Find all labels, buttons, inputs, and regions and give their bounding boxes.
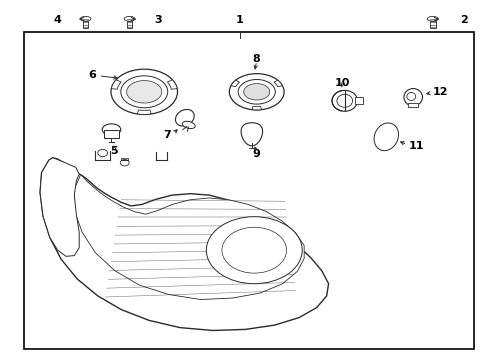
Ellipse shape	[403, 89, 422, 106]
Ellipse shape	[175, 109, 194, 126]
Polygon shape	[137, 110, 151, 114]
Ellipse shape	[238, 80, 275, 104]
Bar	[126, 21, 132, 28]
Ellipse shape	[102, 124, 121, 135]
Ellipse shape	[336, 94, 352, 107]
Ellipse shape	[111, 69, 177, 114]
Polygon shape	[40, 158, 328, 330]
Bar	[82, 21, 88, 28]
Polygon shape	[230, 80, 239, 87]
Bar	[103, 130, 119, 138]
Ellipse shape	[124, 17, 135, 21]
Text: 8: 8	[252, 54, 260, 64]
Text: 5: 5	[110, 146, 118, 156]
Text: 6: 6	[88, 70, 96, 80]
Polygon shape	[243, 84, 269, 100]
Text: 2: 2	[459, 15, 467, 25]
Polygon shape	[273, 80, 282, 87]
Ellipse shape	[206, 217, 302, 284]
Bar	[24, 32, 473, 349]
Ellipse shape	[80, 17, 91, 21]
Ellipse shape	[222, 227, 286, 273]
Circle shape	[120, 159, 129, 166]
Text: 1: 1	[235, 15, 243, 25]
Ellipse shape	[121, 76, 167, 108]
Polygon shape	[74, 175, 304, 300]
Bar	[354, 97, 363, 104]
Polygon shape	[167, 80, 177, 89]
Text: 9: 9	[252, 149, 260, 159]
Text: 11: 11	[407, 141, 423, 151]
Polygon shape	[40, 158, 79, 256]
Polygon shape	[241, 123, 262, 146]
Polygon shape	[126, 81, 162, 103]
Text: 12: 12	[432, 87, 447, 97]
Text: 10: 10	[334, 78, 349, 88]
Ellipse shape	[229, 74, 284, 110]
Bar	[407, 103, 417, 107]
Circle shape	[98, 149, 107, 157]
Bar	[429, 21, 435, 28]
Text: 7: 7	[163, 130, 171, 140]
Text: 4: 4	[53, 15, 61, 25]
Polygon shape	[251, 107, 261, 110]
Ellipse shape	[331, 90, 357, 111]
Text: 3: 3	[154, 15, 162, 25]
Ellipse shape	[406, 93, 415, 100]
Polygon shape	[373, 123, 398, 150]
Polygon shape	[111, 80, 121, 89]
Ellipse shape	[182, 121, 195, 129]
Ellipse shape	[427, 17, 437, 21]
